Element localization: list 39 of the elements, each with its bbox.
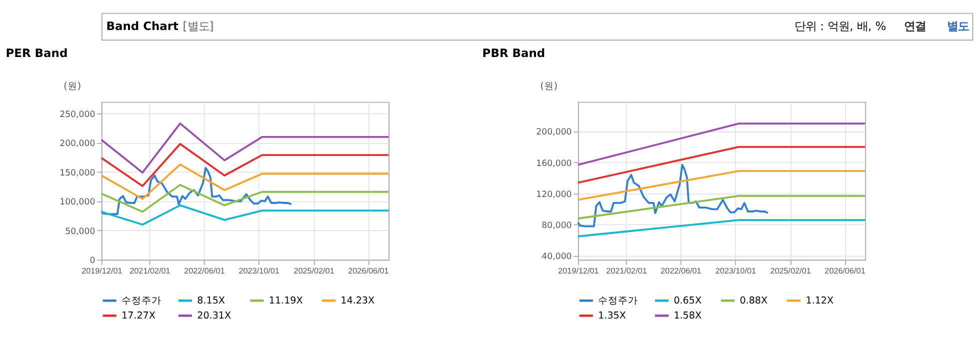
text: Band Chart	[106, 19, 180, 34]
line-series	[100, 142, 390, 187]
legend-label: 수정주가	[122, 295, 162, 306]
line-series	[100, 122, 390, 174]
legend-label: 1.58X	[674, 310, 702, 322]
y-tick-label: 120,000	[536, 190, 572, 200]
text: 연결	[904, 19, 926, 34]
line-series	[577, 164, 769, 228]
legend-label: 14.23X	[340, 295, 376, 306]
line-series	[100, 204, 390, 226]
legend-label: 0.88X	[740, 295, 768, 306]
legend-label: 17.27X	[122, 310, 156, 322]
y-tick-label: 40,000	[542, 252, 572, 262]
legend-label: 1.35X	[598, 310, 626, 322]
y-tick-label: 100,000	[60, 198, 96, 208]
legend-label: 8.15X	[197, 295, 226, 306]
legend-label: 1.12X	[806, 295, 834, 306]
chart-title: PBR Band	[482, 46, 546, 60]
y-tick-label: 150,000	[60, 168, 96, 178]
y-tick-label: 0	[90, 256, 96, 266]
text: 별도	[946, 19, 969, 34]
y-tick-label: 250,000	[60, 110, 96, 120]
y-tick-label: 200,000	[536, 128, 572, 138]
text: [별도]	[182, 19, 214, 34]
text: 단위 : 억원, 배, %	[794, 19, 886, 34]
y-tick-label: 160,000	[536, 158, 572, 169]
y-tick-label: 50,000	[65, 226, 96, 237]
line-series	[100, 166, 292, 216]
legend-label: 20.31X	[197, 310, 232, 322]
y-axis-title: (원)	[64, 80, 82, 92]
legend-label: 수정주가	[598, 295, 638, 306]
chart-title: PER Band	[6, 46, 68, 60]
y-tick-label: 200,000	[60, 139, 96, 150]
y-tick-label: 80,000	[542, 221, 572, 232]
line-series	[100, 163, 390, 200]
legend-label: 0.65X	[674, 295, 702, 306]
line-series	[100, 184, 390, 213]
y-axis-title: (원)	[540, 80, 558, 92]
legend-label: 11.19X	[268, 295, 304, 306]
